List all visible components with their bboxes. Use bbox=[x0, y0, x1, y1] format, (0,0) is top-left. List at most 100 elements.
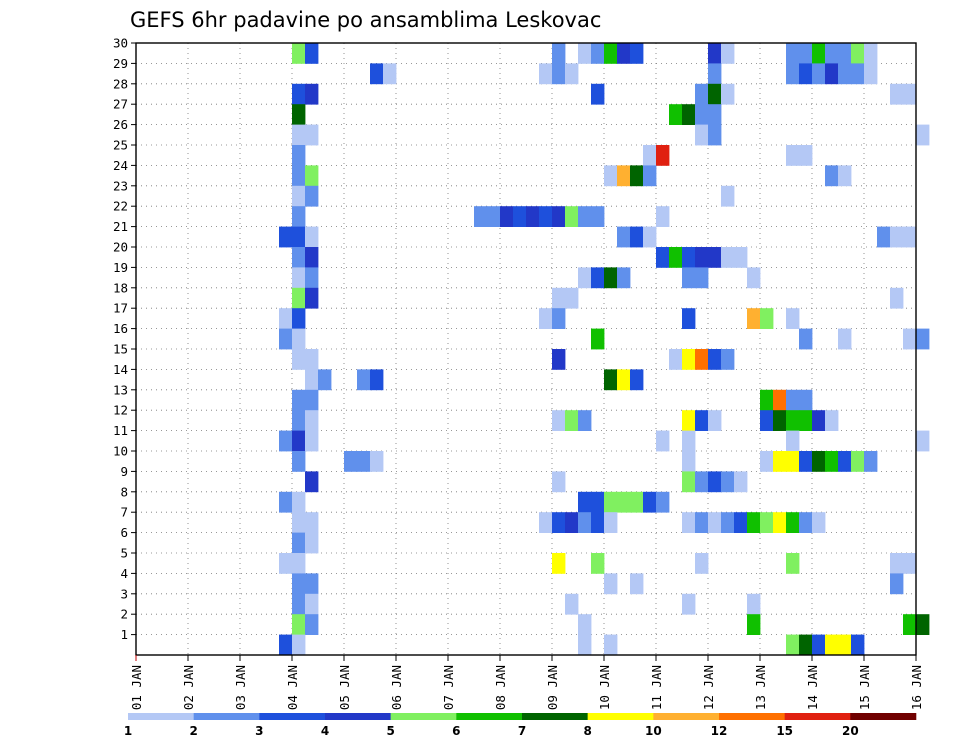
heatmap-cell bbox=[799, 145, 813, 166]
legend-label: 20 bbox=[842, 724, 859, 738]
heatmap-cell bbox=[617, 369, 631, 391]
heatmap-cell bbox=[786, 63, 800, 85]
y-tick-label: 29 bbox=[113, 56, 128, 71]
y-tick-label: 6 bbox=[120, 525, 128, 540]
heatmap-cell bbox=[799, 389, 813, 411]
heatmap-cell bbox=[279, 308, 293, 329]
y-tick-label: 14 bbox=[113, 362, 128, 377]
heatmap-cell bbox=[864, 63, 878, 85]
heatmap-cell bbox=[630, 491, 644, 513]
heatmap-cell bbox=[604, 573, 618, 595]
x-tick-label: 14 JAN bbox=[805, 665, 820, 710]
heatmap-cell bbox=[370, 451, 384, 472]
heatmap-cell bbox=[617, 267, 631, 289]
heatmap-cell bbox=[734, 247, 748, 268]
heatmap-cell bbox=[578, 614, 592, 635]
heatmap-cell bbox=[812, 634, 826, 656]
heatmap-cell bbox=[916, 124, 930, 146]
heatmap-cell bbox=[903, 83, 917, 105]
heatmap-cell bbox=[760, 308, 774, 329]
heatmap-cell bbox=[565, 287, 579, 309]
heatmap-cell bbox=[292, 512, 306, 533]
heatmap-cell bbox=[344, 451, 358, 472]
heatmap-cells bbox=[279, 43, 930, 656]
heatmap-cell bbox=[786, 43, 800, 64]
y-tick-label: 12 bbox=[113, 403, 128, 418]
heatmap-cell bbox=[838, 451, 852, 472]
y-tick-label: 18 bbox=[113, 280, 128, 295]
heatmap-cell bbox=[682, 267, 696, 289]
heatmap-cell bbox=[552, 553, 566, 574]
heatmap-cell bbox=[682, 247, 696, 268]
legend-label: 7 bbox=[518, 724, 526, 738]
heatmap-cell bbox=[903, 328, 917, 350]
legend-label: 3 bbox=[255, 724, 263, 738]
legend-swatch bbox=[719, 713, 785, 720]
heatmap-cell bbox=[682, 104, 696, 125]
heatmap-cell bbox=[370, 63, 384, 85]
heatmap-cell bbox=[695, 349, 709, 370]
heatmap-cell bbox=[812, 410, 826, 431]
heatmap-cell bbox=[851, 634, 865, 656]
heatmap-cell bbox=[474, 206, 488, 227]
heatmap-cell bbox=[292, 634, 306, 656]
heatmap-cell bbox=[552, 63, 566, 85]
y-tick-label: 19 bbox=[113, 260, 128, 275]
heatmap-cell bbox=[552, 287, 566, 309]
heatmap-cell bbox=[682, 451, 696, 472]
y-tick-label: 2 bbox=[120, 607, 128, 622]
heatmap-cell bbox=[851, 451, 865, 472]
heatmap-cell bbox=[708, 512, 722, 533]
heatmap-cell bbox=[565, 63, 579, 85]
heatmap-cell bbox=[279, 491, 293, 513]
y-tick-label: 3 bbox=[120, 586, 128, 601]
y-tick-label: 1 bbox=[120, 627, 128, 642]
heatmap-cell bbox=[565, 593, 579, 615]
x-tick-label: 11 JAN bbox=[649, 665, 664, 710]
heatmap-cell bbox=[305, 165, 319, 187]
heatmap-cell bbox=[916, 614, 930, 635]
heatmap-cell bbox=[695, 124, 709, 146]
heatmap-cell bbox=[799, 43, 813, 64]
heatmap-cell bbox=[825, 43, 839, 64]
heatmap-cell bbox=[552, 512, 566, 533]
heatmap-cell bbox=[708, 410, 722, 431]
y-tick-label: 27 bbox=[113, 97, 128, 112]
heatmap-cell bbox=[292, 124, 306, 146]
x-tick-label: 07 JAN bbox=[441, 665, 456, 710]
heatmap-cell bbox=[578, 43, 592, 64]
heatmap-cell bbox=[604, 369, 618, 391]
heatmap-cell bbox=[890, 287, 904, 309]
heatmap-cell bbox=[604, 267, 618, 289]
heatmap-cell bbox=[825, 63, 839, 85]
heatmap-cell bbox=[721, 512, 735, 533]
heatmap-cell bbox=[604, 43, 618, 64]
heatmap-cell bbox=[292, 328, 306, 350]
heatmap-cell bbox=[708, 43, 722, 64]
heatmap-cell bbox=[695, 471, 709, 493]
heatmap-cell bbox=[578, 410, 592, 431]
heatmap-cell bbox=[812, 63, 826, 85]
y-tick-label: 26 bbox=[113, 117, 128, 132]
x-tick-label: 15 JAN bbox=[857, 665, 872, 710]
heatmap-cell bbox=[292, 247, 306, 268]
heatmap-cell bbox=[292, 308, 306, 329]
heatmap-cell bbox=[799, 410, 813, 431]
heatmap-cell bbox=[552, 308, 566, 329]
y-tick-label: 17 bbox=[113, 301, 128, 316]
heatmap-cell bbox=[695, 267, 709, 289]
heatmap-cell bbox=[357, 451, 371, 472]
heatmap-cell bbox=[305, 389, 319, 411]
heatmap-cell bbox=[890, 553, 904, 574]
legend-label: 10 bbox=[645, 724, 662, 738]
legend-swatch bbox=[128, 713, 194, 720]
heatmap-cell bbox=[292, 573, 306, 595]
heatmap-cell bbox=[786, 553, 800, 574]
heatmap-cell bbox=[903, 553, 917, 574]
heatmap-cell bbox=[292, 145, 306, 166]
heatmap-cell bbox=[292, 553, 306, 574]
heatmap-cell bbox=[682, 593, 696, 615]
heatmap-cell bbox=[591, 328, 605, 350]
heatmap-cell bbox=[916, 430, 930, 452]
